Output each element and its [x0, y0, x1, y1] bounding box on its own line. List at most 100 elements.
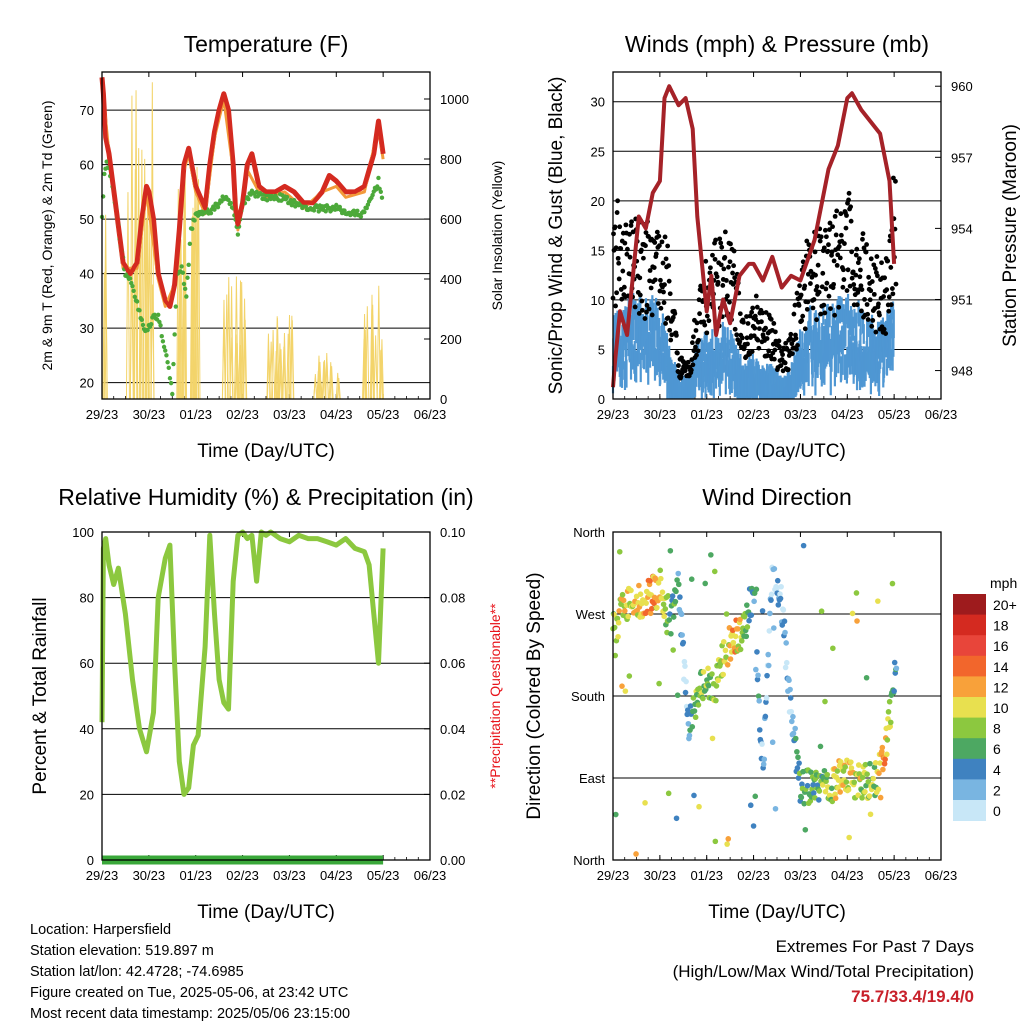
dewpoint-point — [152, 312, 157, 318]
gust-point — [886, 294, 892, 300]
y2-axis-label: **Precipitation Questionable** — [487, 603, 503, 789]
gust-point — [782, 360, 788, 366]
legend-label: 0 — [993, 803, 1001, 819]
x-tick-label: 01/23 — [690, 407, 723, 422]
y2-tick-label: 600 — [440, 212, 462, 227]
dewpoint-point — [159, 334, 164, 339]
gust-point — [820, 270, 826, 276]
gust-point — [704, 330, 710, 336]
gust-point — [867, 297, 873, 303]
direction-point — [794, 765, 801, 771]
direction-point — [708, 552, 714, 558]
direction-point — [771, 625, 777, 631]
direction-point — [864, 771, 870, 777]
gust-point — [643, 230, 649, 235]
gust-point — [853, 272, 859, 278]
gust-point — [691, 334, 696, 340]
x-tick-label: 05/23 — [878, 868, 911, 883]
direction-point — [768, 597, 774, 603]
dewpoint-point — [311, 208, 317, 213]
y-tick-label: North — [573, 853, 605, 868]
x-axis-label: Time (Day/UTC) — [708, 441, 846, 462]
direction-point — [748, 612, 755, 618]
gust-point — [851, 282, 857, 287]
direction-point — [783, 640, 789, 646]
y-tick-label: 25 — [591, 144, 605, 159]
x-tick-label: 02/23 — [737, 868, 770, 883]
direction-point — [755, 693, 762, 699]
direction-point — [885, 709, 892, 715]
direction-point — [647, 610, 654, 617]
dewpoint-point — [185, 275, 190, 280]
direction-point — [782, 629, 788, 636]
direction-point — [830, 645, 836, 652]
direction-point — [795, 754, 801, 761]
direction-point — [756, 727, 763, 733]
gust-point — [800, 259, 806, 265]
direction-point — [818, 608, 825, 615]
y2-tick-label: 0.04 — [440, 722, 465, 737]
x-tick-label: 04/23 — [831, 868, 864, 883]
gust-point — [827, 227, 832, 233]
direction-point — [867, 760, 873, 767]
y2-tick-label: 0.10 — [440, 525, 465, 540]
gust-point — [783, 340, 789, 346]
gust-point — [844, 213, 849, 218]
gust-point — [849, 249, 855, 255]
legend-label: 18 — [993, 618, 1009, 634]
gust-point — [804, 306, 810, 312]
gust-point — [719, 244, 725, 250]
direction-point — [675, 570, 682, 577]
dewpoint-point — [184, 294, 189, 299]
gust-point — [665, 243, 671, 249]
direction-point — [616, 548, 623, 555]
y-tick-label: South — [571, 689, 605, 704]
gust-point — [691, 348, 697, 354]
y-tick-label: 20 — [591, 194, 605, 209]
dewpoint-point — [228, 200, 234, 206]
direction-point — [765, 662, 772, 669]
direction-point — [696, 685, 703, 692]
direction-point — [657, 567, 664, 574]
gust-point — [639, 298, 645, 304]
chart-title: Winds (mph) & Pressure (mb) — [625, 31, 929, 57]
insolation-spike — [325, 362, 330, 400]
direction-point — [863, 674, 870, 681]
direction-point — [732, 633, 739, 640]
y2-tick-label: 0.02 — [440, 787, 465, 802]
direction-point — [720, 671, 727, 678]
gust-point — [842, 241, 847, 246]
gust-point — [744, 314, 749, 319]
direction-point — [804, 782, 811, 789]
direction-point — [772, 805, 779, 812]
insolation-spike — [229, 286, 234, 400]
gust-point — [858, 283, 864, 289]
gust-point — [628, 223, 634, 228]
gust-point — [731, 263, 737, 269]
direction-point — [712, 838, 719, 845]
gust-point — [624, 251, 630, 257]
gust-point — [771, 321, 777, 326]
direction-point — [651, 600, 657, 607]
direction-point — [737, 646, 744, 653]
gust-point — [776, 338, 782, 344]
gust-point — [614, 290, 620, 296]
direction-point — [822, 788, 829, 795]
y2-tick-label: 0 — [440, 392, 447, 407]
direction-point — [855, 762, 862, 768]
direction-point — [887, 723, 894, 730]
direction-point — [753, 586, 760, 593]
gust-point — [731, 248, 737, 254]
y2-axis-label: Solar Insolation (Yellow) — [489, 161, 505, 311]
insolation-spike — [221, 329, 226, 400]
dewpoint-point — [334, 202, 339, 208]
gust-point — [637, 275, 643, 281]
direction-point — [674, 577, 680, 583]
direction-point — [856, 771, 863, 777]
gust-point — [713, 237, 718, 243]
gust-point — [805, 299, 811, 305]
direction-point — [800, 542, 807, 549]
y-tick-label: North — [573, 525, 605, 540]
gust-point — [872, 266, 878, 271]
gust-point — [696, 337, 701, 343]
